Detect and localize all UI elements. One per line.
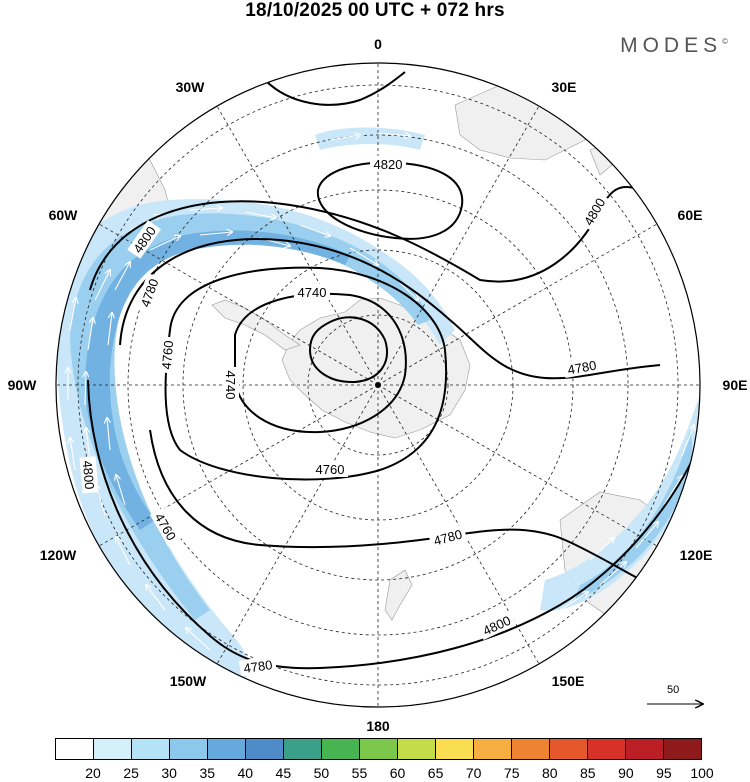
colorbar-segment <box>170 739 208 759</box>
colorbar-segment <box>512 739 550 759</box>
colorbar-label: 60 <box>389 765 406 781</box>
colorbar-segment <box>132 739 170 759</box>
lat-circle-70s <box>307 314 449 456</box>
antarctic-peninsula-land <box>211 299 301 351</box>
reference-arrow-icon <box>647 699 705 709</box>
reference-vector: 50 <box>645 684 705 714</box>
height-contours <box>87 71 700 670</box>
contour-label: 4780 <box>243 657 274 676</box>
contour-4800-south <box>87 379 700 670</box>
colorbar-label: 70 <box>465 765 482 781</box>
africa-land <box>454 84 601 161</box>
contour-label: 4740 <box>223 371 238 400</box>
longitude-labels: 0 30E 60E 90E 120E 150E 180 150W 120W 90… <box>8 36 748 734</box>
lon-label-120w: 120W <box>40 547 77 563</box>
wind-speed-shading <box>56 127 700 690</box>
contour-4780-west <box>119 238 661 380</box>
lon-label-90e: 90E <box>723 377 748 393</box>
contour-4760 <box>164 266 448 481</box>
contour-4740-inner <box>308 316 388 384</box>
colorbar-labels: 20 25 30 35 40 45 50 55 60 65 70 75 80 85 90 95 100 <box>55 765 713 781</box>
contour-label: 4760 <box>159 340 176 370</box>
colorbar-label: 75 <box>503 765 520 781</box>
colorbar-label: 80 <box>541 765 558 781</box>
map-title: 18/10/2025 00 UTC + 072 hrs <box>245 0 505 21</box>
contour-label: 4780 <box>432 527 464 549</box>
colorbar-label: 40 <box>237 765 254 781</box>
colorbar-segment <box>550 739 588 759</box>
colorbar-label: 65 <box>427 765 444 781</box>
contour-4780-south <box>149 429 661 591</box>
lon-label-0: 0 <box>374 36 382 52</box>
australia-jet-mid <box>575 430 692 600</box>
colorbar-segment <box>664 739 701 759</box>
colorbar-label: 90 <box>618 765 634 781</box>
colorbar-segment <box>322 739 360 759</box>
lon-label-30w: 30W <box>176 79 206 95</box>
lon-label-60e: 60E <box>678 207 703 223</box>
colorbar-segment <box>474 739 512 759</box>
colorbar-segment <box>56 739 94 759</box>
colorbar-label: 45 <box>275 765 292 781</box>
colorbar-label: 85 <box>580 765 596 781</box>
colorbar-segment <box>398 739 436 759</box>
colorbar-segment <box>246 739 284 759</box>
copyright-mark: © <box>722 37 728 46</box>
colorbar-segment <box>208 739 246 759</box>
reference-vector-value: 50 <box>667 684 680 696</box>
map-border <box>55 62 701 708</box>
brand-logo: MODES© <box>620 34 728 58</box>
lon-label-120e: 120E <box>680 547 713 563</box>
lon-label-30e: 30E <box>552 79 577 95</box>
colorbar-segment <box>360 739 398 759</box>
colorbar-label: 95 <box>656 765 672 781</box>
colorbar-label: 35 <box>199 765 216 781</box>
colorbar-label: 100 <box>690 765 714 781</box>
colorbar-segment <box>284 739 322 759</box>
contour-label: 4760 <box>316 462 345 477</box>
contour-label: 4780 <box>566 358 597 378</box>
colorbar <box>55 738 702 760</box>
jet-band-mid <box>70 213 430 620</box>
colorbar-label: 55 <box>351 765 368 781</box>
colorbar-label: 30 <box>161 765 177 781</box>
contour-4820 <box>316 161 464 240</box>
colorbar-segment <box>626 739 664 759</box>
lon-label-150e: 150E <box>552 673 585 689</box>
south-pole-dot <box>375 382 381 388</box>
colorbar-label: 20 <box>85 765 101 781</box>
contour-label: 4820 <box>374 157 403 172</box>
lon-label-90w: 90W <box>8 377 38 393</box>
new-zealand-land <box>384 569 413 621</box>
lon-label-150w: 150W <box>170 673 207 689</box>
contour-label: 4800 <box>80 460 97 490</box>
colorbar-segment <box>436 739 474 759</box>
contour-label: 4740 <box>298 285 327 300</box>
brand-name: MODES <box>620 34 723 57</box>
jet-band-light <box>56 199 455 690</box>
colorbar-segment <box>588 739 626 759</box>
lon-label-180: 180 <box>366 718 390 734</box>
colorbar-label: 50 <box>313 765 330 781</box>
contour-label: 4780 <box>138 277 162 309</box>
lon-label-60w: 60W <box>49 207 79 223</box>
north-streak <box>315 127 425 150</box>
colorbar-label: 25 <box>123 765 139 781</box>
lat-circle-40s <box>127 134 629 636</box>
polar-map: 4820 4800 4800 4800 4800 4780 4780 4780 … <box>8 36 748 734</box>
colorbar-segment <box>94 739 132 759</box>
contour-4800-north <box>264 71 406 106</box>
graticule <box>56 63 700 707</box>
